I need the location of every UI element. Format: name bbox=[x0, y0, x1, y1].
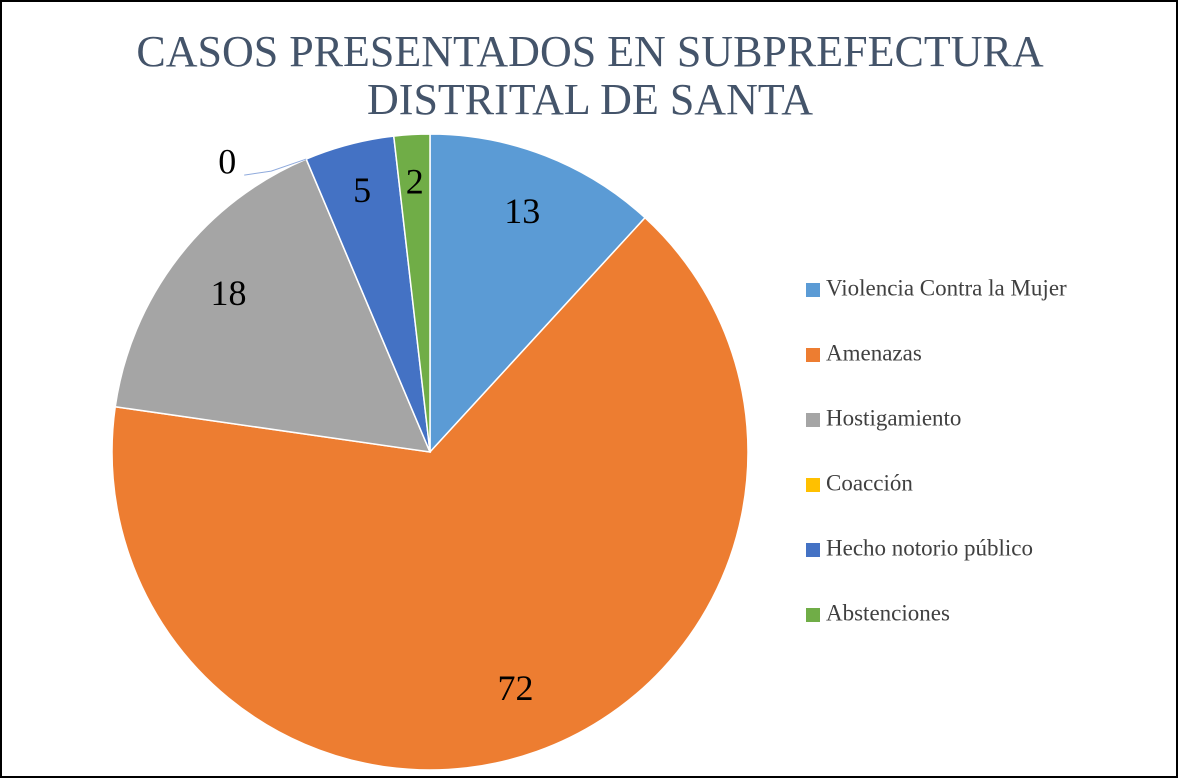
data-label: 0 bbox=[218, 141, 236, 181]
pie-slice bbox=[114, 158, 432, 453]
data-label: 13 bbox=[504, 191, 540, 231]
chart-title: DISTRITAL DE SANTA bbox=[367, 75, 813, 124]
leader-line bbox=[244, 158, 307, 176]
legend-label: Hecho notorio público bbox=[826, 535, 1033, 560]
legend-swatch bbox=[806, 348, 820, 362]
legend-swatch bbox=[806, 413, 820, 427]
legend-label: Hostigamiento bbox=[826, 405, 961, 430]
pie-slice bbox=[392, 133, 431, 453]
legend-swatch bbox=[806, 608, 820, 622]
legend-label: Abstenciones bbox=[826, 600, 950, 625]
legend-label: Amenazas bbox=[826, 340, 922, 365]
data-label: 18 bbox=[211, 273, 247, 313]
data-label: 2 bbox=[406, 162, 424, 202]
legend-label: Coacción bbox=[826, 470, 913, 495]
legend-swatch bbox=[806, 543, 820, 557]
chart-title: CASOS PRESENTADOS EN SUBPREFECTURA bbox=[136, 27, 1043, 76]
legend-swatch bbox=[806, 478, 820, 492]
legend-swatch bbox=[806, 283, 820, 297]
data-label: 72 bbox=[497, 668, 533, 708]
pie-slice bbox=[429, 133, 647, 454]
pie-slice bbox=[111, 216, 749, 771]
legend-label: Violencia Contra la Mujer bbox=[826, 275, 1067, 300]
data-label: 5 bbox=[353, 170, 371, 210]
